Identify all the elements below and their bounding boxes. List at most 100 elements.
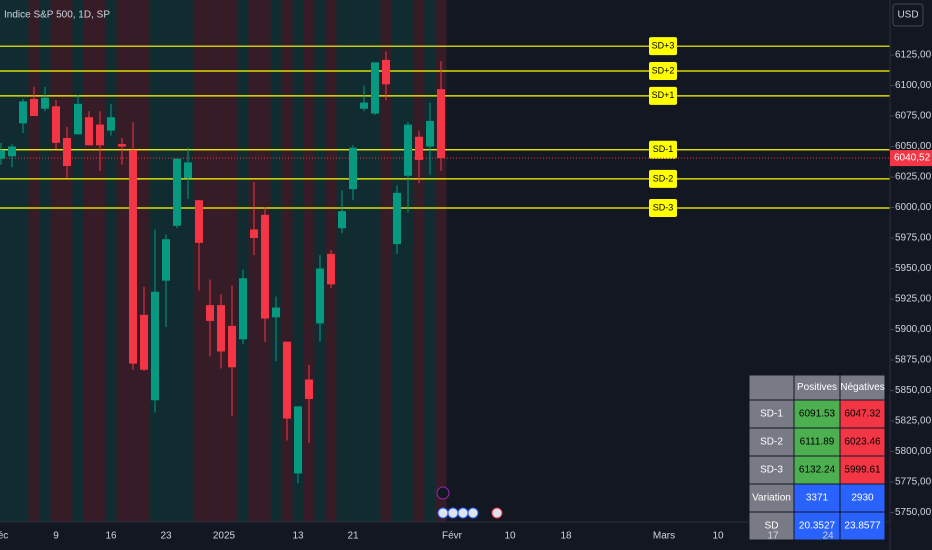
level-label: SD+1 xyxy=(652,90,675,100)
bg-stripe xyxy=(0,0,7,522)
y-tick-label: 5850,00 xyxy=(895,385,932,396)
table-row-label: SD-1 xyxy=(760,409,783,420)
table-value: 2930 xyxy=(851,493,874,504)
bg-stripe xyxy=(94,0,106,522)
candle-body xyxy=(360,102,368,109)
bg-stripe xyxy=(105,0,117,522)
candle-body xyxy=(382,59,390,85)
y-tick-label: 6025,00 xyxy=(895,172,932,183)
candle-body xyxy=(261,214,269,319)
candle-body xyxy=(415,136,423,160)
table-value: 6111.89 xyxy=(800,437,835,448)
level-label: SD-3 xyxy=(653,202,674,212)
candle-body xyxy=(239,278,247,340)
bg-stripe xyxy=(292,0,304,522)
event-icon[interactable] xyxy=(457,507,469,519)
y-tick-label: 5750,00 xyxy=(895,507,932,518)
candle-body xyxy=(8,146,16,157)
candle-body xyxy=(272,307,280,318)
candle-body xyxy=(206,305,214,321)
candle-body xyxy=(129,150,137,364)
candle-body xyxy=(19,101,27,124)
y-tick-label: 6050,00 xyxy=(895,141,932,152)
bg-stripe xyxy=(138,0,150,522)
bg-stripe xyxy=(248,0,260,522)
candle-body xyxy=(173,158,181,226)
candle-body xyxy=(371,62,379,114)
currency-button[interactable] xyxy=(892,3,924,27)
y-tick-label: 6075,00 xyxy=(895,111,932,122)
candle-body xyxy=(250,229,258,239)
x-tick-label: éc xyxy=(0,531,8,542)
table-cell xyxy=(793,511,841,541)
x-tick-label: 23 xyxy=(160,531,172,542)
bg-stripe xyxy=(369,0,381,522)
table-row-label: SD xyxy=(765,521,779,532)
y-tick-label: 5875,00 xyxy=(895,355,932,366)
y-tick-label: 6125,00 xyxy=(895,50,932,61)
level-label: SD-2 xyxy=(653,173,674,183)
table-row-label: SD-3 xyxy=(760,465,783,476)
candle-body xyxy=(327,253,335,285)
table-value: 6091.53 xyxy=(799,409,836,420)
candle-body xyxy=(140,314,148,370)
bg-stripe xyxy=(424,0,436,522)
candle-body xyxy=(162,239,170,281)
y-tick-label: 6000,00 xyxy=(895,202,932,213)
table-row-label-cell xyxy=(748,511,795,541)
x-tick-label: 24 xyxy=(822,531,834,542)
table-value: 5999.61 xyxy=(844,465,881,476)
bg-stripe xyxy=(72,0,84,522)
event-icon[interactable] xyxy=(436,486,450,500)
table-cell xyxy=(793,483,841,513)
candle-body xyxy=(74,103,82,135)
candle-body xyxy=(316,268,324,324)
candle-body xyxy=(228,325,236,368)
table-header: Positives xyxy=(797,382,837,393)
bg-stripe xyxy=(39,0,51,522)
candle-body xyxy=(393,192,401,245)
event-icon[interactable] xyxy=(447,507,459,519)
event-icon[interactable] xyxy=(437,507,449,519)
table-header: Négatives xyxy=(840,382,884,393)
bg-stripe xyxy=(413,0,425,522)
candle-body xyxy=(30,98,38,117)
bg-stripe xyxy=(61,0,73,522)
currency[interactable]: USD xyxy=(897,10,918,21)
bg-stripe xyxy=(215,0,227,522)
event-icon[interactable] xyxy=(491,507,503,519)
chart-title: Indice S&P 500, 1D, SP xyxy=(4,10,110,21)
table-row-label: SD-2 xyxy=(760,437,783,448)
table-cell xyxy=(793,399,841,429)
level-label-box xyxy=(649,169,677,188)
candle-body xyxy=(305,379,313,400)
bg-stripe xyxy=(380,0,392,522)
table-cell xyxy=(839,511,886,541)
candle-body xyxy=(52,106,60,143)
candle-body xyxy=(195,200,203,243)
table-cell xyxy=(839,399,886,429)
table-header-cell xyxy=(748,374,795,401)
table-cell xyxy=(839,483,886,513)
table-cell xyxy=(839,455,886,485)
level-label-box xyxy=(649,86,677,105)
bg-stripe xyxy=(347,0,359,522)
y-tick-label: 5775,00 xyxy=(895,477,932,488)
level-label-box xyxy=(649,37,677,56)
x-tick-label: 16 xyxy=(105,531,117,542)
candle-body xyxy=(294,406,302,474)
table-row-label-cell xyxy=(748,399,795,429)
event-icon[interactable] xyxy=(467,507,479,519)
bg-stripe xyxy=(171,0,183,522)
bg-stripe xyxy=(391,0,403,522)
candle-body xyxy=(426,120,434,147)
candle-body xyxy=(85,117,93,146)
bg-stripe xyxy=(6,0,18,522)
candle-body xyxy=(338,211,346,229)
x-tick-label: 18 xyxy=(560,531,572,542)
event-icons xyxy=(436,486,503,519)
x-tick-label: 9 xyxy=(53,531,59,542)
y-tick-label: 6100,00 xyxy=(895,80,932,91)
x-tick-label: 17 xyxy=(767,531,779,542)
